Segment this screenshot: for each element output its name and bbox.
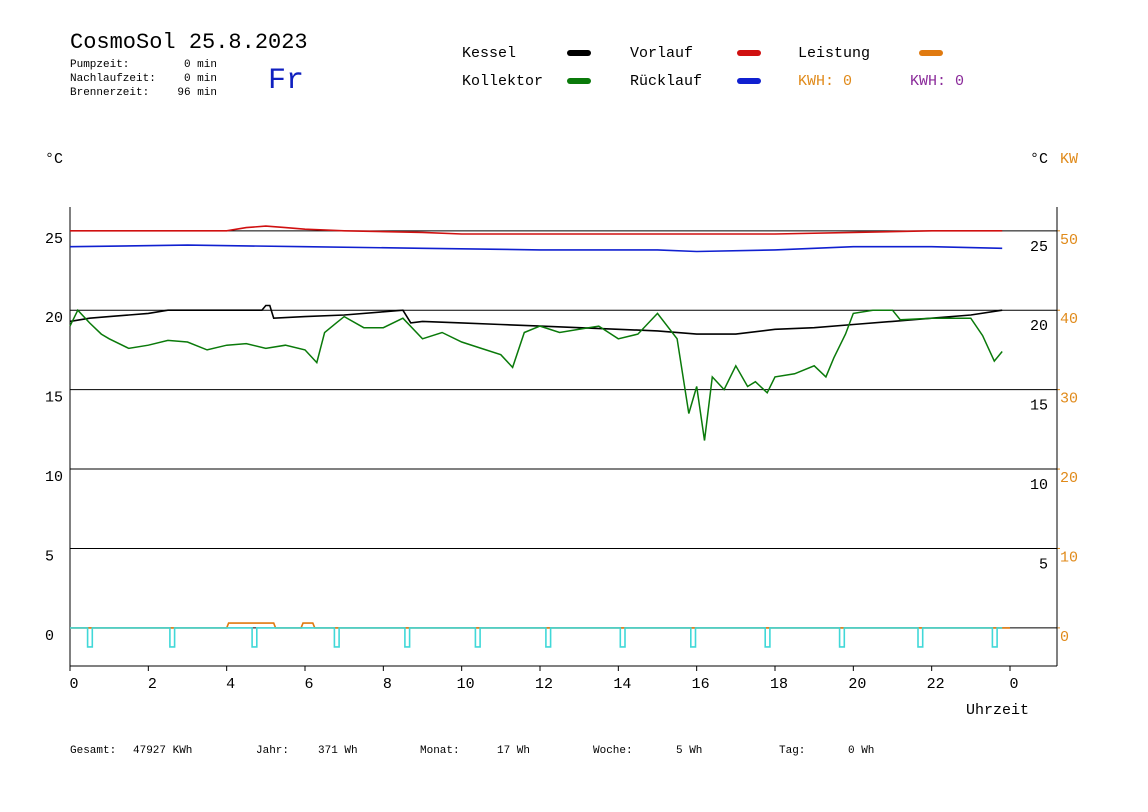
info-value: 96 min (177, 87, 217, 99)
y2-tick-label: 30 (1060, 391, 1078, 408)
y-right-tick-label: 5 (1039, 556, 1048, 573)
y-unit-right: °C (1030, 151, 1048, 168)
x-tick-label: 22 (927, 676, 945, 693)
x-axis-label: Uhrzeit (966, 702, 1029, 719)
y2-tick-label: 40 (1060, 311, 1078, 328)
total-label: Tag: (779, 745, 805, 757)
y-right-tick-label: 25 (1030, 239, 1048, 256)
kwh-label: KWH: 0 (798, 73, 852, 90)
total-label: Woche: (593, 745, 633, 757)
series-line (70, 225, 1003, 235)
info-label: Nachlaufzeit: (70, 73, 156, 85)
kwh-label: KWH: 0 (910, 73, 964, 90)
x-tick-label: 6 (304, 676, 313, 693)
footer: Gesamt: 47927 KWh Jahr: 371 Wh Monat: 17… (70, 745, 874, 757)
y-right-tick-label: 20 (1030, 318, 1048, 335)
series-line (69, 304, 1003, 335)
info-label: Pumpzeit: (70, 59, 129, 71)
x-tick-label: 12 (535, 676, 553, 693)
info-value: 0 min (184, 59, 217, 71)
x-tick-label: 16 (692, 676, 710, 693)
weekday: Fr (268, 64, 304, 98)
info-value: 0 min (184, 73, 217, 85)
y-tick-label: 20 (45, 310, 63, 327)
legend: Kessel Kollektor Vorlauf Rücklauf Leistu… (462, 45, 964, 90)
x-tick-label: 0 (69, 676, 78, 693)
total-label: Jahr: (256, 745, 289, 757)
series-line (70, 627, 1003, 648)
y-tick-label: 5 (45, 548, 54, 565)
y-unit: °C (45, 151, 63, 168)
info-label: Brennerzeit: (70, 87, 149, 99)
x-tick-label: 8 (383, 676, 392, 693)
x-tick-label: 4 (226, 676, 235, 693)
x-tick-label: 18 (770, 676, 788, 693)
y-tick-label: 0 (45, 628, 54, 645)
total-value: 371 Wh (318, 745, 358, 757)
x-tick-label: 0 (1009, 676, 1018, 693)
total-label: Gesamt: (70, 745, 116, 757)
y-right-tick-label: 10 (1030, 477, 1048, 494)
y-tick-label: 10 (45, 469, 63, 486)
y2-tick-label: 20 (1060, 470, 1078, 487)
legend-label: Leistung (798, 45, 870, 62)
y-right-tick-label: 15 (1030, 398, 1048, 415)
x-tick-label: 10 (457, 676, 475, 693)
total-value: 47927 KWh (133, 745, 192, 757)
y2-tick-label: 50 (1060, 232, 1078, 249)
y2-unit: KW (1060, 151, 1078, 168)
total-label: Monat: (420, 745, 460, 757)
y-tick-label: 25 (45, 231, 63, 248)
x-tick-label: 2 (148, 676, 157, 693)
y-tick-label: 15 (45, 390, 63, 407)
y2-tick-label: 0 (1060, 629, 1069, 646)
series-line (70, 622, 1010, 629)
y2-tick-label: 10 (1060, 549, 1078, 566)
x-tick-label: 20 (848, 676, 866, 693)
legend-label: Rücklauf (630, 73, 702, 90)
total-value: 17 Wh (497, 745, 530, 757)
total-value: 0 Wh (848, 745, 874, 757)
legend-label: Vorlauf (630, 45, 693, 62)
legend-label: Kollektor (462, 73, 543, 90)
legend-label: Kessel (462, 45, 516, 62)
series-line (69, 244, 1003, 253)
total-value: 5 Wh (676, 745, 702, 757)
chart-title: CosmoSol 25.8.2023 (70, 30, 308, 55)
series-line (69, 308, 1003, 441)
x-tick-label: 14 (613, 676, 631, 693)
